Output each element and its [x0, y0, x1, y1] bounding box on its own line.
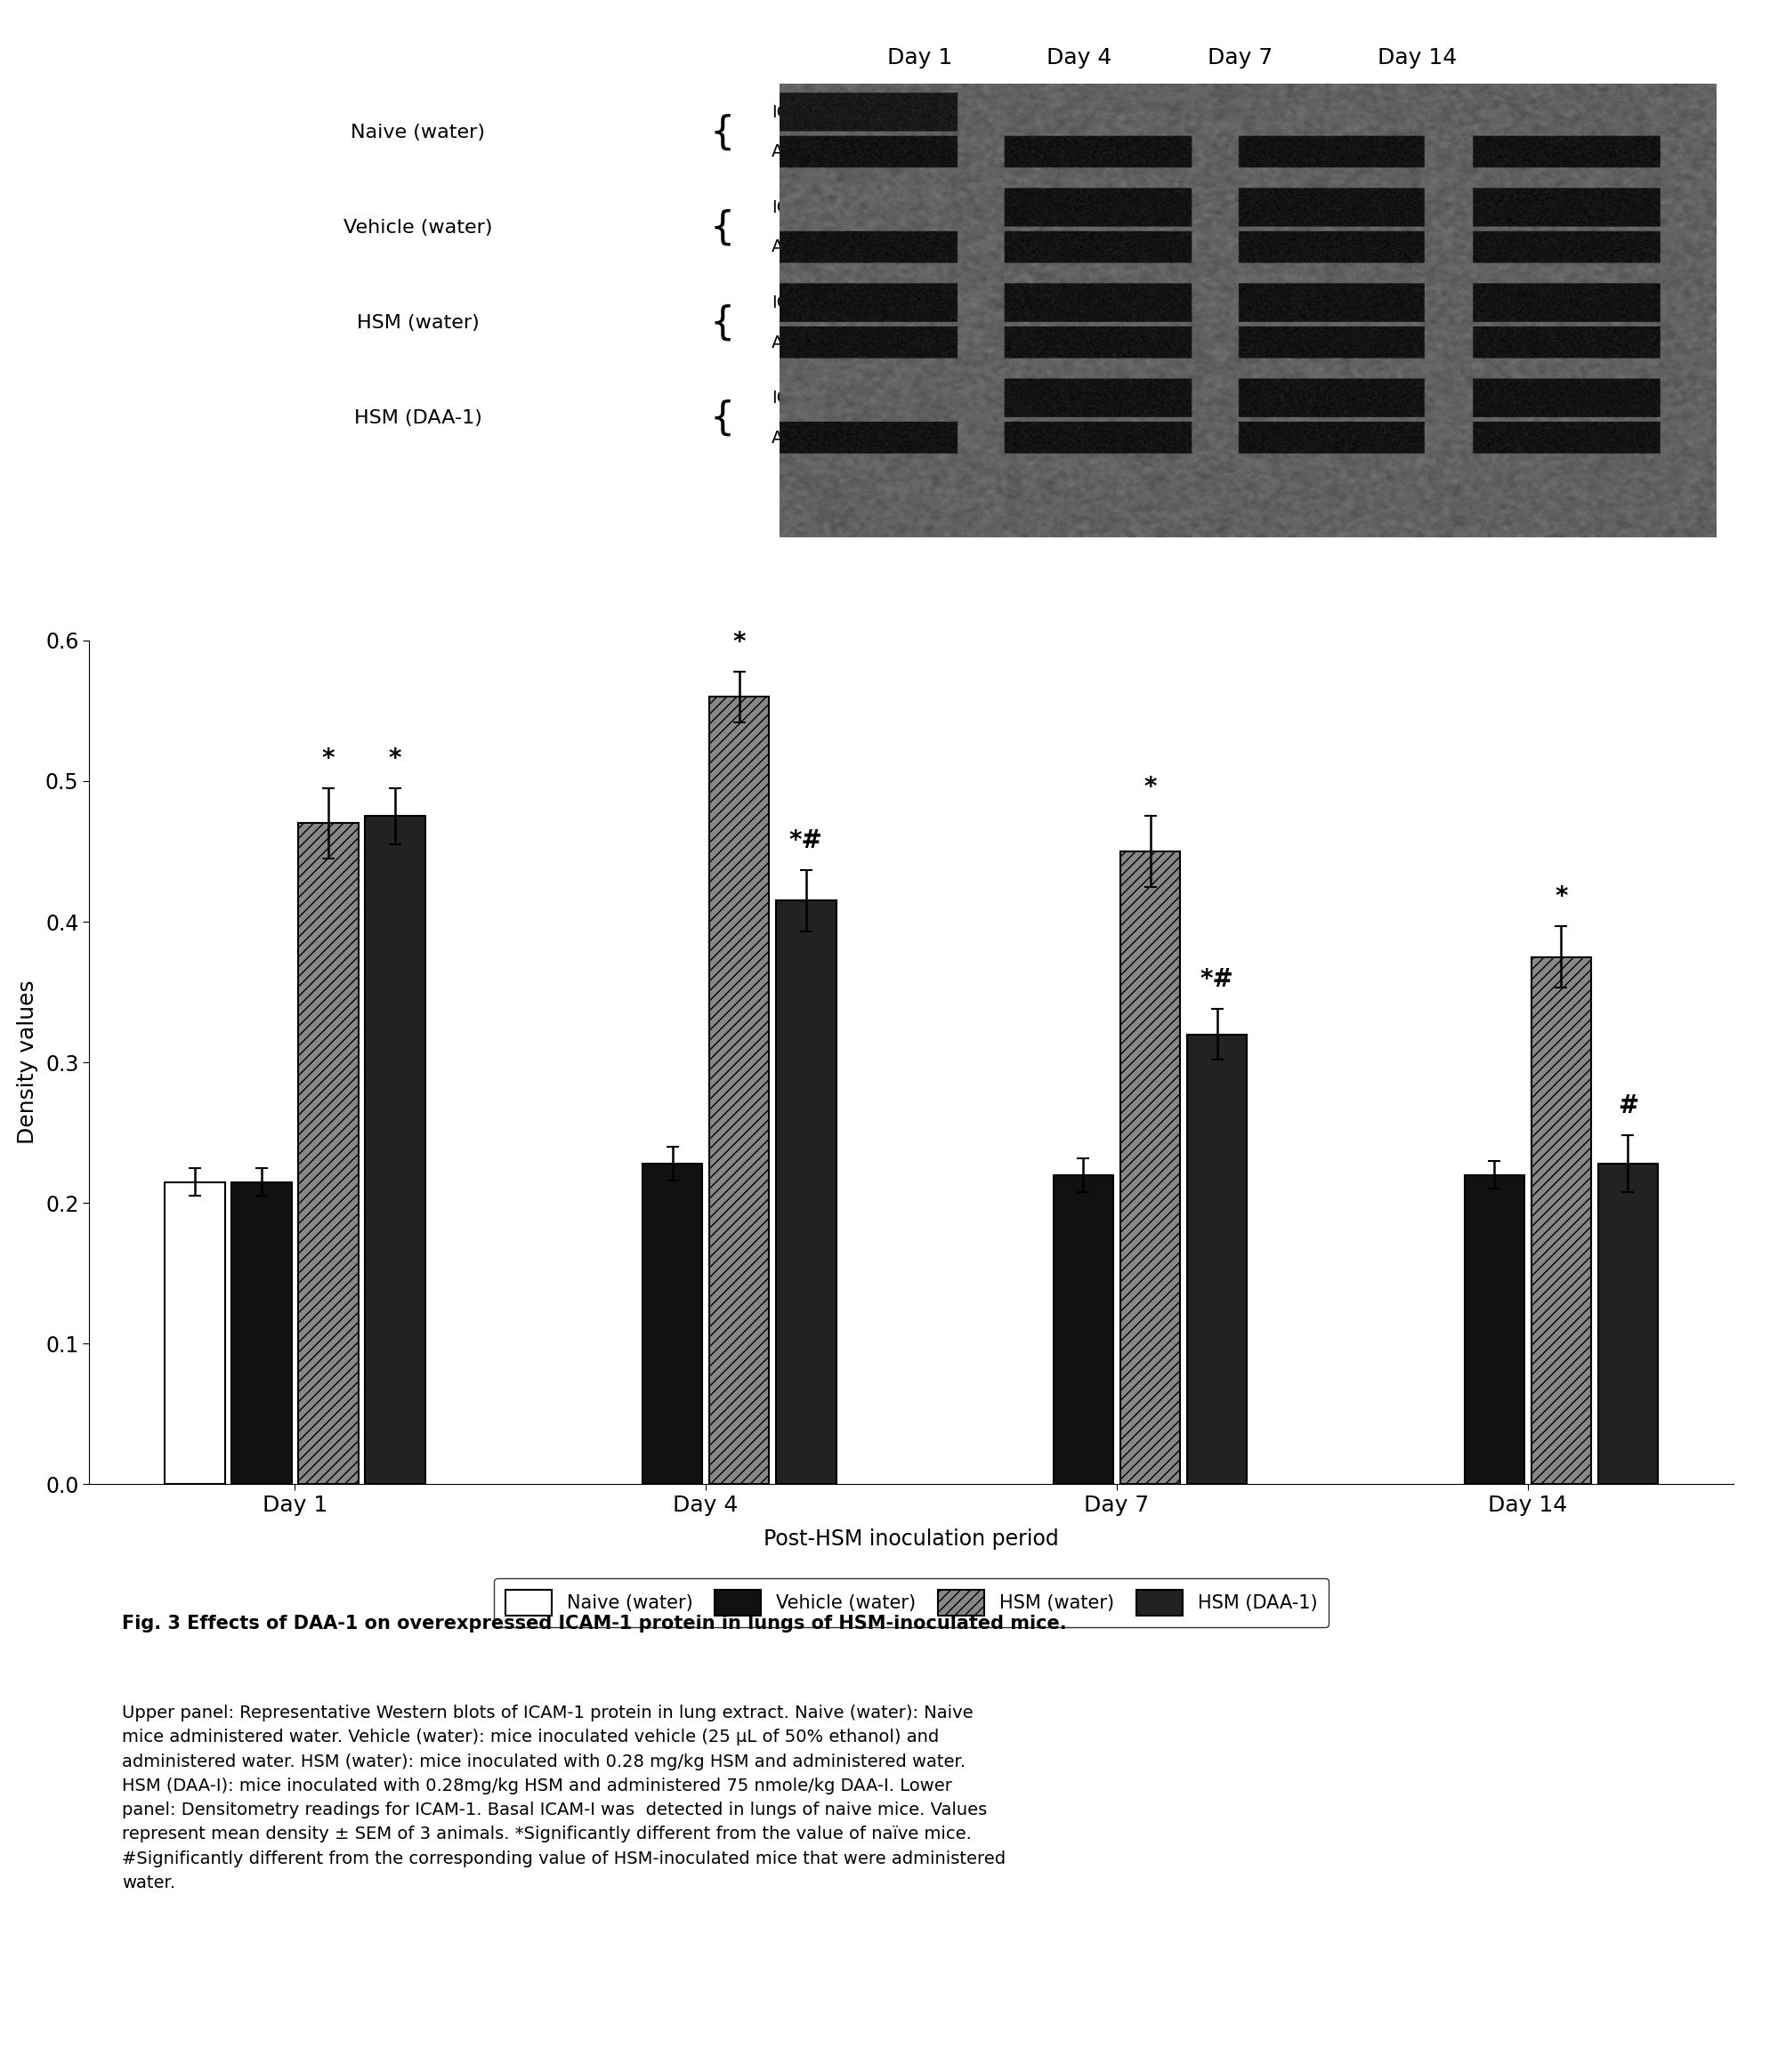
- Bar: [1531, 957, 1591, 1484]
- Text: Actin: Actin: [772, 238, 814, 255]
- Bar: [641, 1164, 702, 1484]
- Text: ICAM-1: ICAM-1: [772, 104, 832, 120]
- Bar: [298, 823, 359, 1484]
- Text: {: {: [709, 114, 734, 151]
- Legend: Naive (water), Vehicle (water), HSM (water), HSM (DAA-1): Naive (water), Vehicle (water), HSM (wat…: [495, 1579, 1327, 1627]
- Bar: [1463, 1175, 1523, 1484]
- Text: HSM (DAA-1): HSM (DAA-1): [354, 408, 482, 427]
- Bar: [775, 901, 836, 1484]
- Text: ICAM-1: ICAM-1: [772, 294, 832, 311]
- Text: {: {: [709, 398, 734, 437]
- Bar: [1186, 1034, 1247, 1484]
- Text: Vehicle (water): Vehicle (water): [343, 218, 493, 236]
- Text: ICAM-1: ICAM-1: [772, 199, 832, 215]
- Text: *: *: [732, 630, 745, 655]
- Text: Naive (water): Naive (water): [350, 124, 486, 141]
- Text: Day 14: Day 14: [1377, 48, 1457, 68]
- Text: *#: *#: [789, 829, 822, 854]
- Bar: [1120, 852, 1181, 1484]
- Text: Day 7: Day 7: [1207, 48, 1272, 68]
- Text: *: *: [1143, 775, 1156, 800]
- Text: *: *: [321, 746, 334, 771]
- Text: {: {: [709, 209, 734, 247]
- Text: Actin: Actin: [772, 334, 814, 350]
- Bar: [164, 1181, 225, 1484]
- Text: HSM (water): HSM (water): [357, 313, 479, 332]
- Text: Actin: Actin: [772, 429, 814, 445]
- X-axis label: Post-HSM inoculation period: Post-HSM inoculation period: [763, 1529, 1059, 1550]
- Text: *: *: [1554, 885, 1566, 910]
- Text: *: *: [388, 746, 402, 771]
- Text: Day 4: Day 4: [1047, 48, 1111, 68]
- Text: Day 1: Day 1: [886, 48, 952, 68]
- Y-axis label: Density values: Density values: [16, 980, 38, 1144]
- Text: #: #: [1616, 1094, 1638, 1119]
- Text: *#: *#: [1200, 968, 1232, 992]
- Text: ICAM-1: ICAM-1: [772, 390, 832, 406]
- Bar: [1597, 1164, 1657, 1484]
- Bar: [364, 816, 425, 1484]
- Text: {: {: [709, 305, 734, 342]
- Bar: [1052, 1175, 1113, 1484]
- Text: Fig. 3 Effects of DAA-1 on overexpressed ICAM-1 protein in lungs of HSM-inoculat: Fig. 3 Effects of DAA-1 on overexpressed…: [121, 1614, 1066, 1633]
- Bar: [230, 1181, 291, 1484]
- Bar: [709, 696, 770, 1484]
- Text: Actin: Actin: [772, 143, 814, 160]
- Text: Upper panel: Representative Western blots of ICAM-1 protein in lung extract. Nai: Upper panel: Representative Western blot…: [121, 1705, 1006, 1892]
